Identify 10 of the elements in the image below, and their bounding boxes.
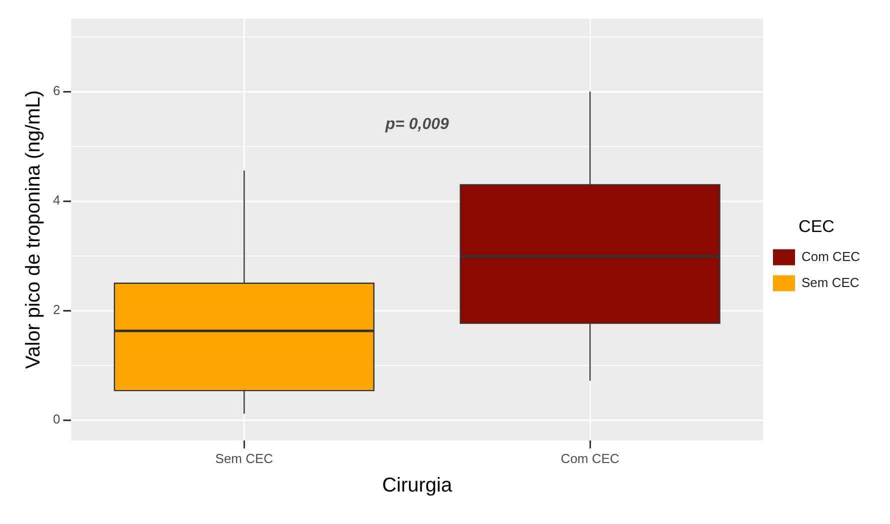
y-tick-label: 2 [52,302,60,318]
annotation: p= 0,009 [384,116,450,133]
y-axis-title: Valor pico de troponina (ng/mL) [22,90,45,369]
legend-label: Com CEC [801,248,860,264]
legend-label: Sem CEC [801,274,860,290]
y-tick-label: 0 [52,412,60,427]
y-tick-label: 6 [52,83,60,98]
legend-title: CEC [798,216,834,236]
x-axis-title: Cirurgia [382,474,453,497]
y-tick-label: 4 [52,192,60,208]
